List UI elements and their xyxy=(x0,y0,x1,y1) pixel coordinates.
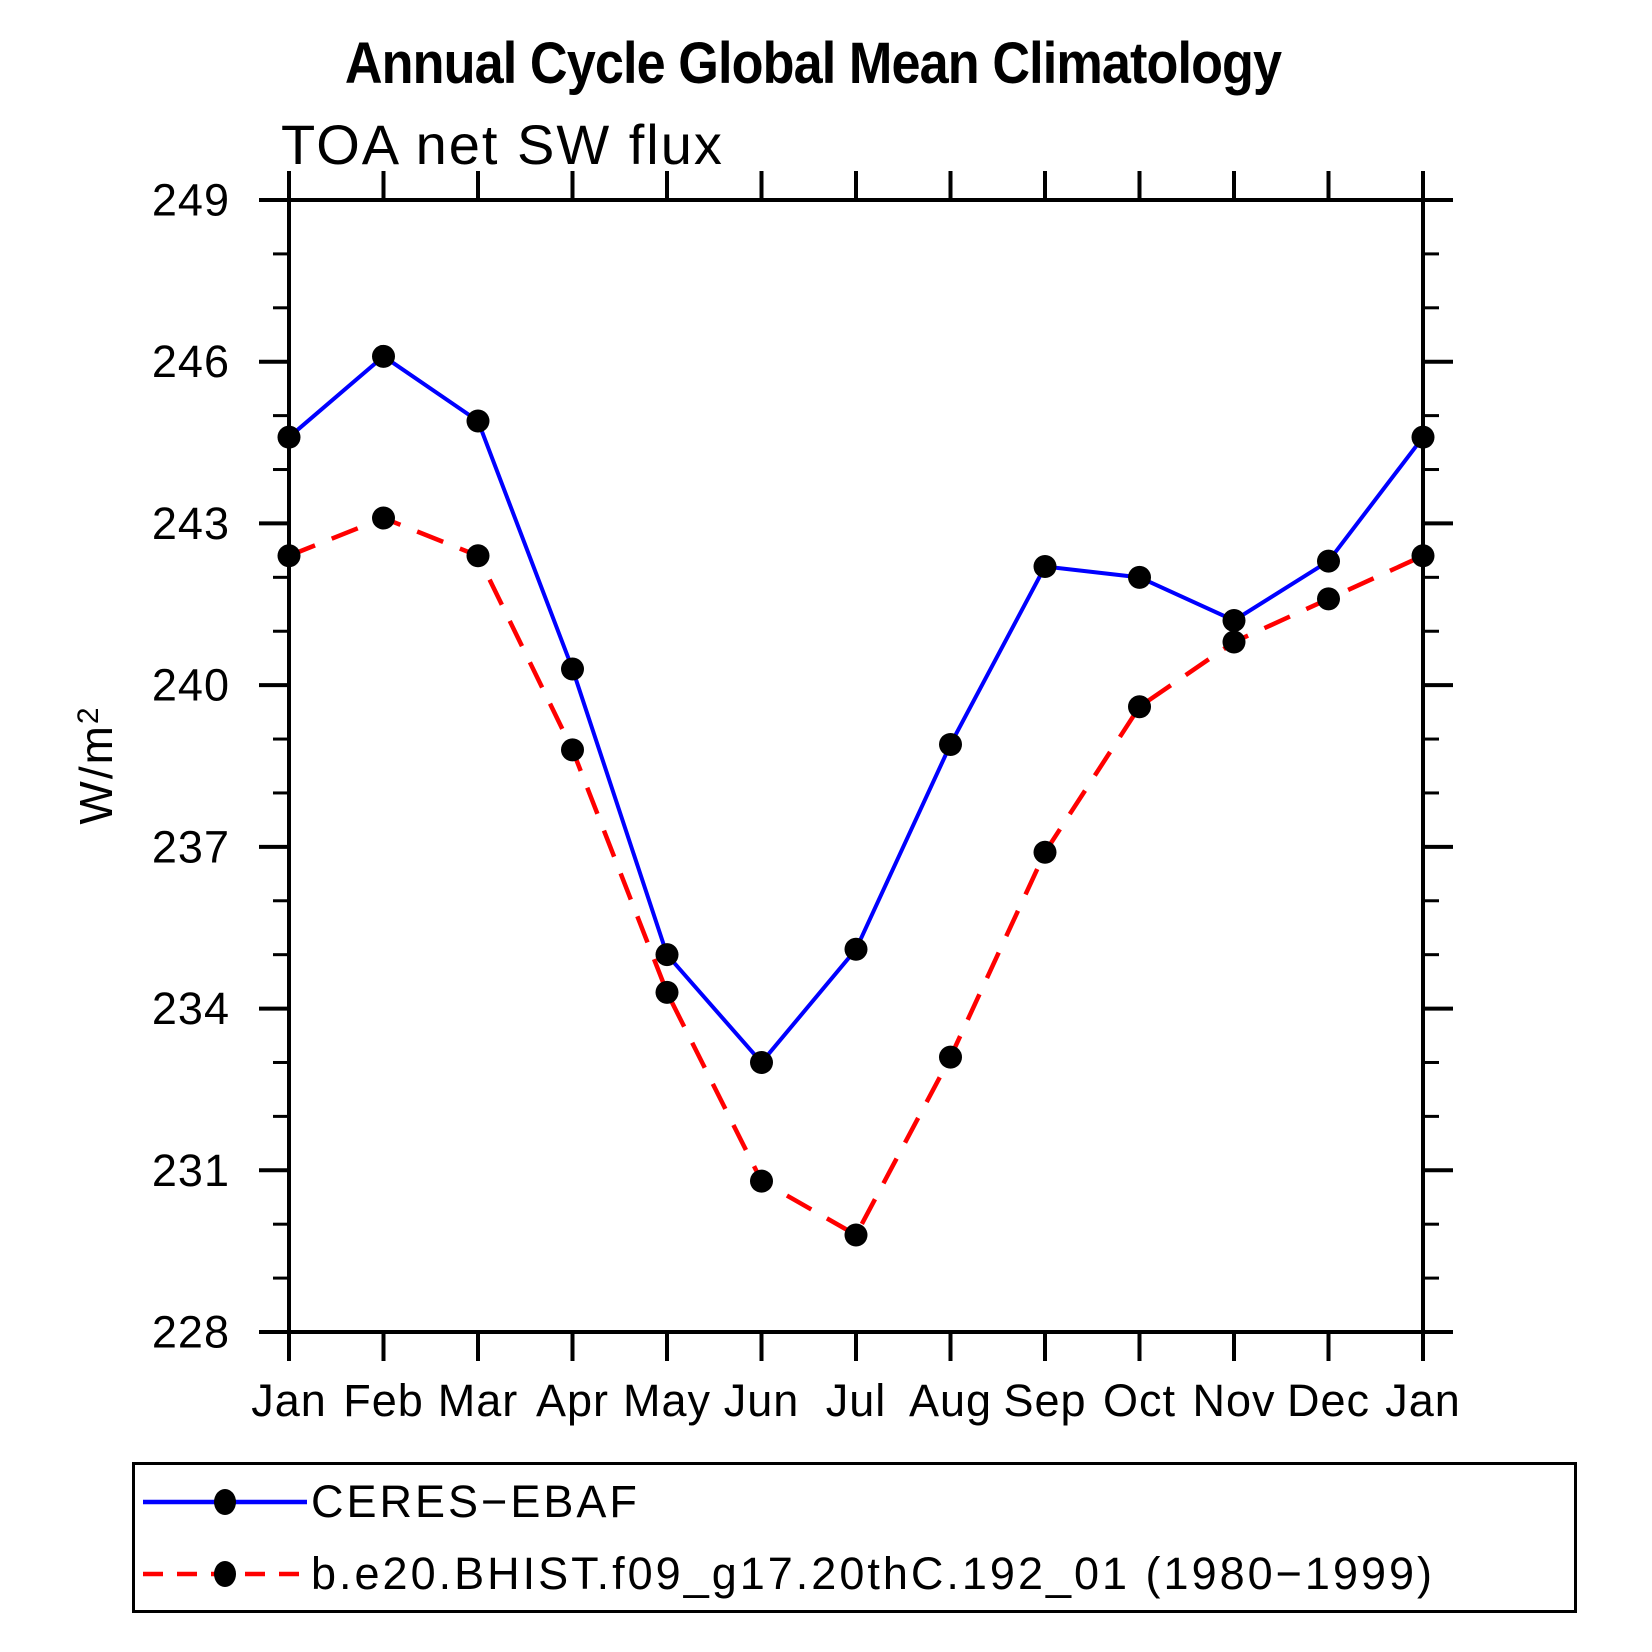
x-tick-label: Nov xyxy=(1192,1375,1275,1426)
x-tick-label: Apr xyxy=(536,1375,609,1426)
chart-title: Annual Cycle Global Mean Climatology xyxy=(344,31,1282,96)
legend-marker-dot xyxy=(214,1560,236,1587)
data-point-marker xyxy=(1317,587,1340,611)
x-tick-label: May xyxy=(623,1375,711,1426)
legend-label: b.e20.BHIST.f09_g17.20thC.192_01 (1980−1… xyxy=(311,1548,1436,1599)
legend-marker-dot xyxy=(214,1488,236,1515)
data-point-marker xyxy=(844,937,868,961)
data-point-marker xyxy=(1411,425,1435,449)
data-point-marker xyxy=(561,657,584,681)
data-point-marker xyxy=(939,732,962,756)
y-tick-label: 228 xyxy=(152,1307,230,1358)
x-tick-label: Jul xyxy=(826,1375,887,1426)
y-tick-label: 240 xyxy=(152,660,230,711)
data-point-marker xyxy=(1033,840,1057,864)
legend-swatch-dashed-line xyxy=(143,1560,307,1587)
y-tick-label: 249 xyxy=(152,175,230,226)
data-point-marker xyxy=(1317,549,1340,573)
data-point-marker xyxy=(844,1223,868,1247)
y-tick-label: 234 xyxy=(152,983,230,1034)
x-tick-label: Aug xyxy=(909,1375,992,1426)
data-point-marker xyxy=(277,425,301,449)
data-point-marker xyxy=(372,344,395,368)
data-point-marker xyxy=(1222,630,1246,654)
data-point-marker xyxy=(939,1045,962,1069)
x-tick-label: Feb xyxy=(343,1375,424,1426)
x-tick-label: Jun xyxy=(724,1375,800,1426)
legend-box: CERES−EBAF b.e20.BHIST.f09_g17.20thC.192_… xyxy=(132,1462,1577,1613)
axis-frame xyxy=(287,198,1425,1334)
data-point-marker xyxy=(655,943,679,967)
data-point-marker xyxy=(1128,565,1151,589)
x-tick-label: Dec xyxy=(1287,1375,1370,1426)
y-tick-label: 243 xyxy=(152,498,230,549)
x-tick-label: Sep xyxy=(1003,1375,1086,1426)
x-tick-label: Jan xyxy=(1385,1375,1461,1426)
data-point-marker xyxy=(750,1050,773,1074)
data-point-marker xyxy=(1033,555,1057,579)
data-point-marker xyxy=(277,544,301,568)
data-point-marker xyxy=(561,738,584,762)
x-tick-label: Mar xyxy=(438,1375,519,1426)
data-point-marker xyxy=(1411,544,1435,568)
legend-item-1: b.e20.BHIST.f09_g17.20thC.192_01 (1980−1… xyxy=(139,1543,1574,1605)
data-point-marker xyxy=(1222,608,1246,632)
y-tick-label: 246 xyxy=(152,336,230,387)
data-point-marker xyxy=(466,409,490,433)
data-point-marker xyxy=(1128,695,1151,719)
data-point-marker xyxy=(372,506,395,530)
y-tick-label: 231 xyxy=(152,1145,230,1196)
legend-item-0: CERES−EBAF xyxy=(139,1471,1574,1533)
data-point-marker xyxy=(655,980,679,1004)
series-line-1 xyxy=(288,515,1424,1239)
x-tick-label: Oct xyxy=(1103,1375,1176,1426)
chart-subtitle: TOA net SW flux xyxy=(281,113,724,176)
legend-swatch-solid-line xyxy=(143,1488,307,1515)
data-point-marker xyxy=(750,1169,773,1193)
x-tick-label: Jan xyxy=(251,1375,327,1426)
legend-label: CERES−EBAF xyxy=(311,1476,640,1527)
data-point-marker xyxy=(466,544,490,568)
y-tick-label: 237 xyxy=(152,821,230,872)
